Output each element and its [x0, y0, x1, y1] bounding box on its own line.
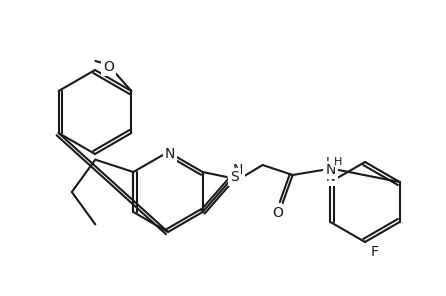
Text: O: O	[103, 60, 114, 74]
Text: F: F	[371, 245, 379, 259]
Text: N: N	[326, 163, 336, 177]
Text: N: N	[232, 163, 243, 177]
Text: O: O	[272, 206, 283, 220]
Text: S: S	[230, 170, 239, 184]
Text: H
N: H N	[326, 156, 335, 184]
Text: H: H	[334, 157, 342, 167]
Text: N: N	[165, 147, 175, 161]
